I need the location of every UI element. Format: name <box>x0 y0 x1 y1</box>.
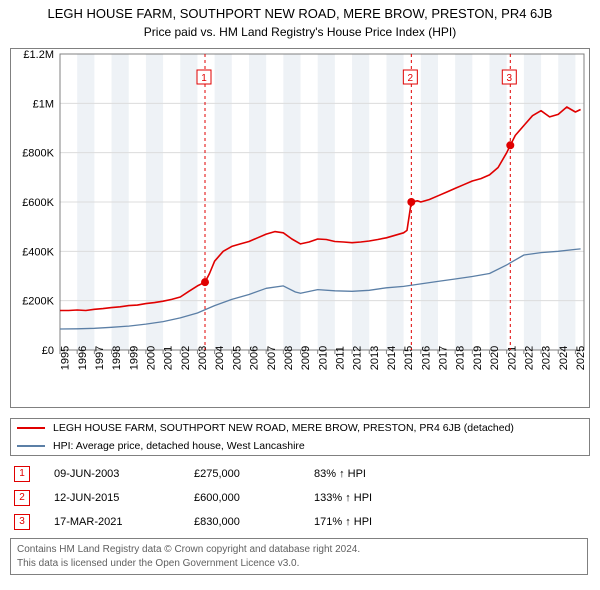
svg-text:3: 3 <box>507 73 513 84</box>
legend-label: HPI: Average price, detached house, West… <box>53 440 305 452</box>
svg-text:2014: 2014 <box>386 346 398 370</box>
svg-text:2013: 2013 <box>369 346 381 370</box>
svg-text:2004: 2004 <box>214 346 226 370</box>
marker-pct: 171% ↑ HPI <box>314 516 372 528</box>
svg-text:2012: 2012 <box>352 346 364 370</box>
svg-text:2018: 2018 <box>455 346 467 370</box>
marker-badge: 2 <box>14 490 30 506</box>
svg-text:1995: 1995 <box>60 346 72 370</box>
svg-text:2023: 2023 <box>541 346 553 370</box>
legend-swatch <box>17 427 45 429</box>
footer-line: This data is licensed under the Open Gov… <box>17 557 581 571</box>
marker-date: 09-JUN-2003 <box>54 468 194 480</box>
legend-row: HPI: Average price, detached house, West… <box>11 437 589 455</box>
svg-text:2020: 2020 <box>489 346 501 370</box>
svg-text:2021: 2021 <box>506 346 518 370</box>
svg-text:2017: 2017 <box>438 346 450 370</box>
svg-text:2000: 2000 <box>145 346 157 370</box>
svg-text:£0: £0 <box>42 345 54 357</box>
svg-text:2019: 2019 <box>472 346 484 370</box>
chart-container: LEGH HOUSE FARM, SOUTHPORT NEW ROAD, MER… <box>0 0 600 590</box>
svg-text:2009: 2009 <box>300 346 312 370</box>
svg-text:£600K: £600K <box>22 197 54 209</box>
legend-swatch <box>17 445 45 447</box>
svg-text:2: 2 <box>408 73 414 84</box>
svg-text:2005: 2005 <box>231 346 243 370</box>
attribution-footer: Contains HM Land Registry data © Crown c… <box>10 538 588 575</box>
marker-pct: 133% ↑ HPI <box>314 492 372 504</box>
legend: LEGH HOUSE FARM, SOUTHPORT NEW ROAD, MER… <box>10 418 590 456</box>
svg-text:1: 1 <box>201 73 207 84</box>
svg-text:1997: 1997 <box>94 346 106 370</box>
marker-row: 2 12-JUN-2015 £600,000 133% ↑ HPI <box>10 486 588 510</box>
svg-text:£800K: £800K <box>22 148 54 160</box>
svg-text:1998: 1998 <box>111 346 123 370</box>
svg-text:2016: 2016 <box>420 346 432 370</box>
svg-text:2003: 2003 <box>197 346 209 370</box>
svg-text:2024: 2024 <box>558 346 570 370</box>
svg-text:£200K: £200K <box>22 296 54 308</box>
marker-badge: 1 <box>14 466 30 482</box>
svg-text:2006: 2006 <box>249 346 261 370</box>
svg-text:1999: 1999 <box>128 346 140 370</box>
chart-svg: £0 £200K £400K £600K £800K £1M £1.2M 1995 1996 19… <box>10 48 590 408</box>
marker-badge: 3 <box>14 514 30 530</box>
svg-text:£1M: £1M <box>33 98 54 110</box>
svg-text:£1.2M: £1.2M <box>23 49 54 61</box>
marker-date: 12-JUN-2015 <box>54 492 194 504</box>
footer-line: Contains HM Land Registry data © Crown c… <box>17 543 581 557</box>
legend-label: LEGH HOUSE FARM, SOUTHPORT NEW ROAD, MER… <box>53 422 514 434</box>
marker-row: 1 09-JUN-2003 £275,000 83% ↑ HPI <box>10 462 588 486</box>
chart-subtitle: Price paid vs. HM Land Registry's House … <box>0 21 600 43</box>
svg-text:2022: 2022 <box>523 346 535 370</box>
marker-pct: 83% ↑ HPI <box>314 468 366 480</box>
svg-text:2008: 2008 <box>283 346 295 370</box>
marker-row: 3 17-MAR-2021 £830,000 171% ↑ HPI <box>10 510 588 534</box>
svg-text:2015: 2015 <box>403 346 415 370</box>
svg-text:2010: 2010 <box>317 346 329 370</box>
svg-text:2002: 2002 <box>180 346 192 370</box>
svg-text:£400K: £400K <box>22 246 54 258</box>
marker-price: £275,000 <box>194 468 314 480</box>
svg-text:2011: 2011 <box>334 346 346 370</box>
svg-text:2001: 2001 <box>163 346 175 370</box>
marker-price: £600,000 <box>194 492 314 504</box>
marker-date: 17-MAR-2021 <box>54 516 194 528</box>
chart-area: £0 £200K £400K £600K £800K £1M £1.2M 1995 1996 19… <box>10 48 590 408</box>
marker-table: 1 09-JUN-2003 £275,000 83% ↑ HPI 2 12-JU… <box>10 462 588 534</box>
chart-title: LEGH HOUSE FARM, SOUTHPORT NEW ROAD, MER… <box>0 0 600 21</box>
svg-text:1996: 1996 <box>77 346 89 370</box>
svg-text:2007: 2007 <box>266 346 278 370</box>
svg-text:2025: 2025 <box>575 346 587 370</box>
marker-price: £830,000 <box>194 516 314 528</box>
legend-row: LEGH HOUSE FARM, SOUTHPORT NEW ROAD, MER… <box>11 419 589 437</box>
